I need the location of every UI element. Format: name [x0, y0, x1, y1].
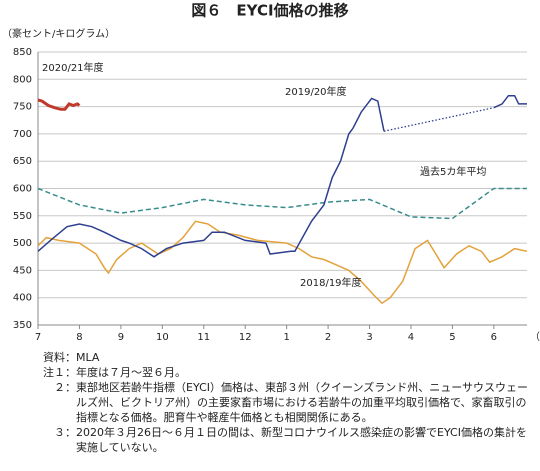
x-tick-label: 5: [449, 332, 455, 343]
x-tick-label: 4: [408, 332, 414, 343]
x-tick-label: 10: [156, 332, 169, 343]
y-tick-label: 350: [13, 320, 32, 331]
series-line: [37, 220, 528, 305]
x-tick-label: 3: [366, 332, 372, 343]
series-label: 2019/20年度: [285, 85, 347, 98]
series-line: [493, 94, 527, 109]
x-tick-label: 9: [118, 332, 124, 343]
y-tick-label: 450: [13, 265, 32, 276]
note: ３： 2020年３月26日～６月１日の間は、新型コロナウイルス感染症の影響でEYC…: [38, 425, 532, 455]
series-line: [37, 187, 527, 220]
y-tick-label: 700: [13, 129, 32, 140]
y-tick-label: 850: [13, 47, 32, 58]
x-tick-label: 12: [239, 332, 252, 343]
x-tick-label: 7: [35, 332, 41, 343]
note-label: 資料：: [43, 351, 76, 364]
series-line: [37, 97, 385, 258]
y-tick-label: 800: [13, 74, 32, 85]
y-tick-label: 650: [13, 156, 32, 167]
y-tick-label: 750: [13, 102, 32, 113]
chart-title: 図６ EYCI価格の推移: [191, 2, 348, 20]
x-tick-label: 1: [283, 332, 289, 343]
note-label: 注１：: [43, 366, 76, 379]
y-axis-label: （豪セント/キログラム）: [2, 27, 115, 40]
x-tick-label: 6: [491, 332, 497, 343]
x-tick-label: 11: [197, 332, 210, 343]
y-tick-label: 500: [13, 238, 32, 249]
note: ２： 東部地区若齢牛指標（EYCI）価格は、東部３州（クイーンズランド州、ニューサ…: [38, 380, 532, 425]
note-label: ２：: [54, 381, 76, 394]
note: 資料： MLA: [38, 350, 532, 365]
y-tick-label: 550: [13, 211, 32, 222]
note-text: 2020年３月26日～６月１日の間は、新型コロナウイルス感染症の影響でEYCI価…: [76, 426, 527, 454]
series-line: [37, 98, 81, 111]
y-tick-label: 400: [13, 293, 32, 304]
chart: 図６ EYCI価格の推移 （豪セント/キログラム） （月） 350 400 450 5…: [2, 2, 540, 344]
series-line: [383, 107, 494, 132]
x-unit: （月）: [530, 331, 540, 343]
x-tick-label: 2: [325, 332, 331, 343]
series-label: 過去5カ年平均: [420, 165, 486, 178]
note-label: ３：: [54, 426, 76, 439]
series-label: 2018/19年度: [300, 276, 362, 289]
note-text: 東部地区若齢牛指標（EYCI）価格は、東部３州（クイーンズランド州、ニューサウス…: [76, 381, 528, 424]
note: 注１： 年度は７月～翌６月。: [38, 365, 532, 380]
y-tick-label: 600: [13, 184, 32, 195]
note-text: 年度は７月～翌６月。: [76, 366, 186, 379]
x-tick-label: 8: [76, 332, 82, 343]
note-text: MLA: [76, 351, 100, 364]
series-label: 2020/21年度: [42, 61, 104, 74]
notes: 資料： MLA 注１： 年度は７月～翌６月。 ２： 東部地区若齢牛指標（EYCI）価格は、…: [38, 350, 532, 455]
